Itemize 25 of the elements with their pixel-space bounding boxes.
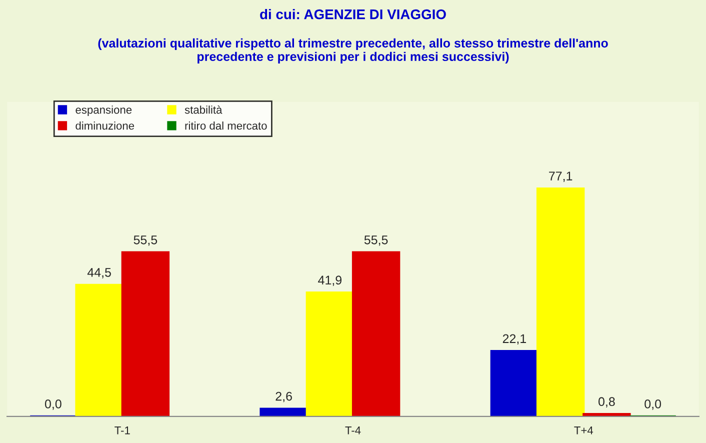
bar — [582, 413, 631, 416]
data-label: 0,8 — [598, 397, 615, 408]
x-tick-label: T-1 — [114, 426, 130, 434]
data-label: 55,5 — [134, 236, 158, 246]
data-label: 2,6 — [276, 392, 292, 402]
data-label: 77,1 — [549, 172, 572, 182]
bar — [121, 251, 170, 416]
data-label: 0,0 — [44, 400, 62, 410]
chart-title: di cui: AGENZIE DI VIAGGIO — [260, 9, 446, 20]
data-label: 44,5 — [87, 268, 111, 278]
bar — [75, 284, 124, 416]
legend-label: stabilità — [184, 105, 222, 114]
legend-label: diminuzione — [76, 122, 134, 130]
data-label: 22,1 — [502, 334, 526, 345]
data-label: 55,5 — [364, 236, 388, 246]
data-label: 41,9 — [318, 276, 342, 286]
bar — [536, 187, 585, 416]
bar — [260, 408, 308, 416]
chart-subtitle: (valutazioni qualitative rispetto al trimestre precedente, allo stesso trimestre dell'anno precedente e previsioni per i dodici mesi successivi) — [98, 38, 608, 64]
data-label: 0,0 — [644, 400, 662, 410]
bar — [352, 251, 400, 416]
legend-label: ritiro dal mercato — [185, 122, 267, 130]
x-tick-label: T+4 — [574, 426, 594, 434]
legend-label: espansione — [76, 106, 132, 116]
x-tick-label: T-4 — [345, 426, 361, 434]
